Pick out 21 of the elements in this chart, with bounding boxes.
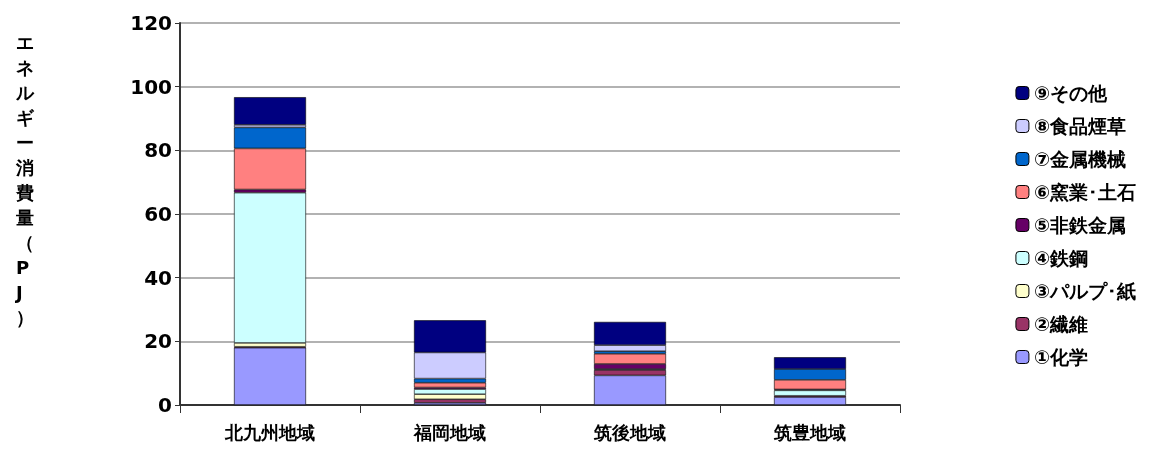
legend-label: ④鉄鋼: [1033, 247, 1089, 269]
y-tick-label: 80: [144, 138, 172, 163]
legend-label: ⑦金属機械: [1033, 148, 1127, 170]
x-tick-label: 筑後地域: [593, 421, 666, 443]
text: エネルギー消費量（PJ）: [16, 32, 34, 328]
legend-label: ⑥窯業･土石: [1033, 181, 1137, 203]
y-tick-label: 40: [144, 265, 172, 290]
y-tick-label: 120: [130, 11, 172, 35]
x-tick-label: 福岡地域: [413, 421, 486, 443]
legend-label: ⑤非鉄金属: [1033, 214, 1127, 236]
y-tick-label: 20: [144, 329, 172, 354]
legend-label: ①化学: [1033, 346, 1089, 368]
y-tick-label: 60: [144, 202, 172, 226]
y-tick-label: 100: [130, 74, 172, 99]
y-tick-label: 0: [158, 393, 172, 417]
legend-label: ⑨その他: [1033, 82, 1108, 104]
legend-label: ②繊維: [1033, 313, 1089, 335]
legend-label: ⑧食品煙草: [1033, 115, 1127, 137]
x-tick-label: 北九州地域: [224, 421, 315, 443]
legend-label: ③パルプ･紙: [1033, 280, 1137, 302]
x-tick-label: 筑豊地域: [773, 421, 846, 443]
